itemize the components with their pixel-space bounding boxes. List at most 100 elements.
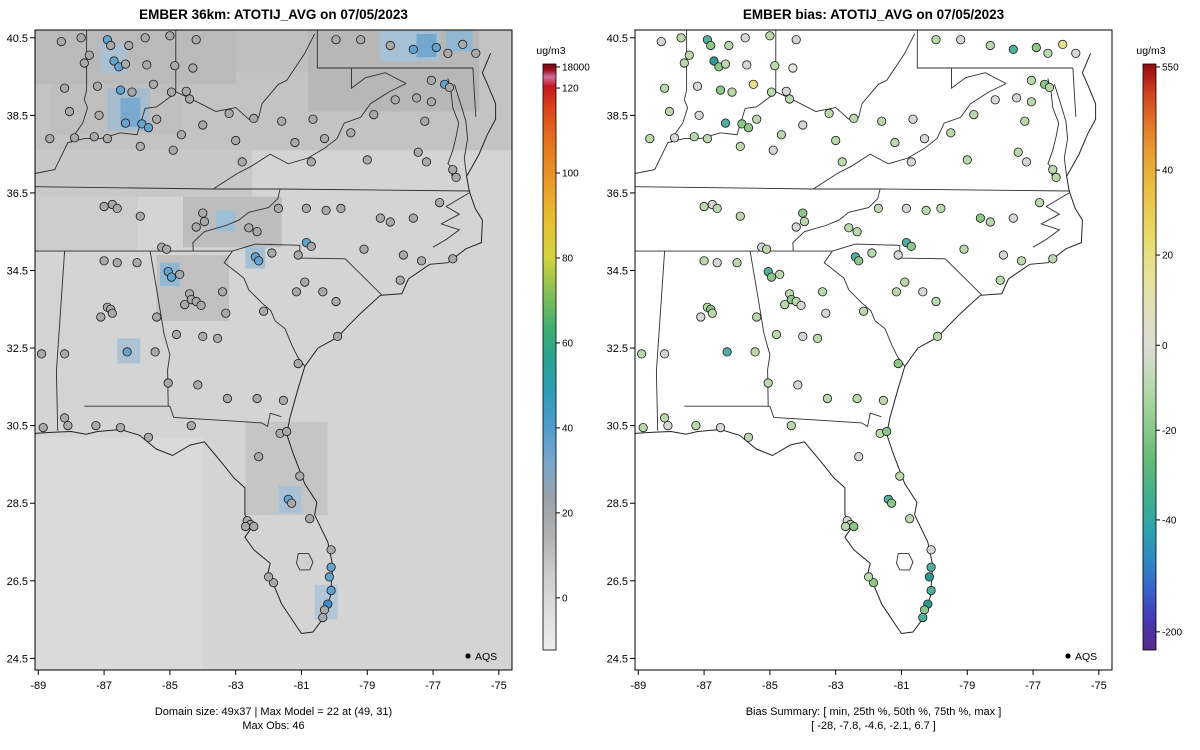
station-point	[788, 63, 798, 73]
station-point	[822, 393, 832, 404]
state-border-line	[35, 186, 471, 192]
station-point	[908, 114, 918, 124]
state-border-line	[149, 251, 171, 407]
station-point	[715, 85, 726, 95]
y-tick-label: 34.5	[607, 265, 628, 277]
station-point	[905, 514, 915, 524]
station-point	[742, 60, 752, 70]
station-point	[198, 331, 208, 341]
station-point	[244, 223, 254, 233]
colorbar-tick-label: 80	[562, 253, 574, 264]
station-point	[813, 333, 823, 343]
station-point	[408, 44, 418, 55]
y-tick-label: 32.5	[607, 343, 628, 355]
state-borders	[35, 30, 477, 431]
station-point	[844, 223, 854, 233]
station-point	[867, 248, 877, 258]
station-point	[873, 203, 883, 213]
station-point	[799, 217, 809, 227]
station-point	[443, 48, 453, 58]
y-tick-label: 40.5	[7, 33, 28, 45]
station-point	[780, 299, 790, 310]
colorbar-unit-label: ug/m3	[536, 45, 565, 57]
station-point	[115, 85, 126, 95]
station-point	[924, 572, 934, 582]
station-point	[196, 300, 206, 310]
station-point	[408, 213, 418, 223]
station-point	[998, 250, 1008, 260]
station-point	[743, 432, 754, 442]
bias-panel-title: EMBER bias: ATOTIJ_AVG on 07/05/2023	[742, 7, 1005, 22]
station-point	[770, 61, 780, 71]
station-point	[426, 97, 436, 107]
left-plot-area	[35, 30, 512, 670]
x-tick-label: -85	[762, 680, 778, 692]
state-border-line	[823, 250, 906, 367]
station-point	[1011, 93, 1022, 103]
station-point	[318, 612, 328, 623]
station-point	[166, 87, 177, 97]
station-point	[946, 128, 956, 138]
aqs-legend: AQS	[465, 651, 497, 663]
station-point	[76, 33, 86, 43]
station-point	[38, 422, 48, 433]
axes: -89 -87 -85 -83 -81 -79 -77 -75 24.5 26.5 28.5 30.5…	[7, 33, 507, 692]
station-point	[395, 275, 405, 285]
raster-cell	[35, 437, 203, 670]
aqs-legend: AQS	[1065, 651, 1097, 663]
station-point	[707, 308, 717, 318]
station-point	[96, 312, 106, 322]
station-point	[659, 83, 670, 93]
y-tick-label: 28.5	[7, 498, 28, 510]
station-point	[926, 562, 936, 572]
station-point	[840, 521, 851, 532]
station-point	[237, 157, 247, 167]
x-tick-label: -89	[30, 680, 46, 692]
station-point	[727, 87, 737, 97]
station-point	[451, 172, 461, 182]
y-tick-label: 24.5	[7, 653, 28, 665]
station-point	[318, 287, 328, 297]
state-borders	[635, 30, 1077, 431]
station-point	[231, 135, 241, 146]
station-points	[636, 31, 1081, 623]
station-point	[659, 349, 670, 359]
station-point	[106, 40, 116, 51]
station-point	[306, 157, 316, 167]
station-point	[84, 50, 94, 60]
station-point	[821, 308, 831, 318]
state-border-line	[792, 188, 881, 252]
station-point	[305, 514, 315, 524]
station-point	[45, 134, 55, 144]
y-tick-label: 38.5	[607, 110, 628, 122]
station-point	[1013, 147, 1023, 157]
station-point	[906, 241, 916, 251]
aqs-legend-label: AQS	[475, 651, 497, 663]
station-point	[188, 63, 198, 73]
state-border-line	[635, 186, 1071, 192]
station-point	[162, 244, 172, 254]
station-point	[694, 110, 704, 120]
station-point	[92, 81, 103, 91]
station-point	[740, 33, 750, 43]
station-point	[990, 95, 1000, 105]
station-point	[120, 118, 131, 128]
station-point	[102, 134, 113, 144]
station-point	[1044, 82, 1055, 93]
colorbar-tick-label: 40	[562, 423, 574, 434]
raster-cell	[35, 30, 236, 85]
station-point	[735, 211, 745, 221]
y-tick-label: 38.5	[7, 110, 28, 122]
station-point	[882, 426, 892, 437]
station-point	[1026, 75, 1036, 86]
model-caption-domain: Domain size: 49x37 | Max Model = 22 at (…	[154, 706, 393, 718]
station-point	[771, 329, 782, 340]
station-point	[854, 452, 864, 462]
state-border-line	[635, 33, 916, 174]
station-point	[120, 59, 131, 69]
station-point	[918, 287, 928, 297]
station-point	[163, 378, 173, 388]
colorbar-tick-label: 100	[562, 168, 579, 179]
station-point	[331, 296, 341, 307]
station-point	[277, 116, 287, 126]
